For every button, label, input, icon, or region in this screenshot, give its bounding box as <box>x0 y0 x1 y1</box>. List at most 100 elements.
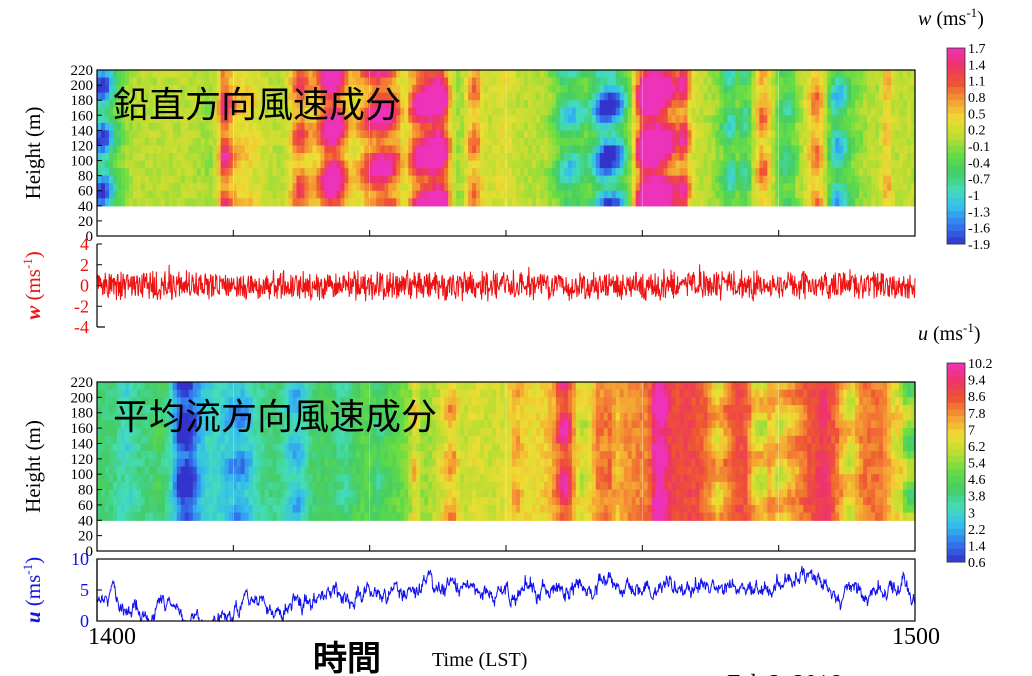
heatmap-cell <box>488 115 493 124</box>
heatmap-cell <box>460 70 465 79</box>
heatmap-cell <box>184 77 190 86</box>
heatmap-cell <box>476 77 481 86</box>
heatmap-cell <box>456 190 461 199</box>
heatmap-cell <box>248 175 254 184</box>
heatmap-cell <box>356 100 361 109</box>
heatmap-cell <box>559 107 565 116</box>
heatmap-cell <box>268 92 274 101</box>
heatmap-cell <box>392 92 397 101</box>
heatmap-cell <box>859 77 864 86</box>
heatmap-cell <box>340 107 345 116</box>
heatmap-cell <box>352 145 357 154</box>
y-tick-label: -4 <box>74 317 89 337</box>
heatmap-cell <box>743 198 749 207</box>
heatmap-cell <box>216 397 222 406</box>
heatmap-cell <box>492 115 497 124</box>
heatmap-cell <box>264 458 270 468</box>
heatmap-cell <box>420 153 425 162</box>
heatmap-cell <box>424 122 429 131</box>
heatmap-cell <box>97 389 102 398</box>
heatmap-cell <box>651 160 657 169</box>
heatmap-cell <box>240 458 246 468</box>
heatmap-cell <box>184 420 190 429</box>
heatmap-cell <box>671 85 677 94</box>
heatmap-cell <box>196 168 202 177</box>
heatmap-cell <box>364 497 369 506</box>
heatmap-cell <box>416 107 421 116</box>
heatmap-cell <box>148 420 154 429</box>
heatmap-cell <box>332 183 338 192</box>
heatmap-cell <box>312 389 318 398</box>
heatmap-cell <box>232 145 238 154</box>
heatmap-cell <box>324 175 330 184</box>
heatmap-cell <box>440 70 445 79</box>
heatmap-cell <box>292 474 298 483</box>
heatmap-cell <box>815 145 820 154</box>
heatmap-cell <box>575 130 581 139</box>
heatmap-cell <box>308 512 314 521</box>
heatmap-cell <box>799 145 804 154</box>
heatmap-cell <box>356 168 361 177</box>
heatmap-cell <box>232 153 238 162</box>
heatmap-cell <box>519 175 525 184</box>
y-tick-label: 220 <box>71 63 94 79</box>
heatmap-cell <box>436 183 441 192</box>
heatmap-cell <box>508 160 513 169</box>
heatmap-cell <box>539 70 545 79</box>
heatmap-cell <box>220 183 226 192</box>
heatmap-cell <box>176 92 182 101</box>
heatmap-cell <box>212 160 218 169</box>
heatmap-cell <box>907 145 912 154</box>
heatmap-cell <box>551 137 557 147</box>
heatmap-cell <box>124 100 130 109</box>
heatmap-cell <box>260 153 266 162</box>
heatmap-cell <box>256 451 262 460</box>
heatmap-cell <box>196 115 202 124</box>
heatmap-cell <box>144 435 150 445</box>
heatmap-cell <box>819 175 824 184</box>
heatmap-cell <box>743 175 749 184</box>
heatmap-cell <box>348 77 353 86</box>
heatmap-cell <box>687 77 693 86</box>
heatmap-cell <box>635 190 641 199</box>
heatmap-cell <box>683 145 689 154</box>
heatmap-cell <box>879 115 884 124</box>
heatmap-cell <box>715 130 721 139</box>
heatmap-cell <box>288 70 294 79</box>
heatmap-cell <box>328 458 334 468</box>
heatmap-cell <box>296 153 302 162</box>
heatmap-cell <box>835 190 840 199</box>
heatmap-cell <box>727 92 733 101</box>
heatmap-cell <box>276 92 282 101</box>
heatmap-cell <box>152 512 158 521</box>
heatmap-cell <box>156 100 162 109</box>
heatmap-cell <box>619 160 625 169</box>
heatmap-cell <box>591 122 597 131</box>
heatmap-cell <box>396 77 401 86</box>
heatmap-cell <box>220 474 226 483</box>
heatmap-cell <box>100 100 106 109</box>
heatmap-cell <box>216 405 222 414</box>
heatmap-cell <box>268 420 274 429</box>
heatmap-cell <box>476 175 481 184</box>
heatmap-cell <box>903 160 908 169</box>
heatmap-cell <box>172 458 178 468</box>
heatmap-cell <box>436 145 441 154</box>
heatmap-cell <box>500 168 505 177</box>
heatmap-cell <box>256 107 262 116</box>
heatmap-cell <box>476 190 481 199</box>
heatmap-cell <box>172 451 178 460</box>
heatmap-cell <box>807 70 812 79</box>
heatmap-cell <box>823 175 828 184</box>
heatmap-cell <box>97 137 102 147</box>
heatmap-cell <box>220 137 226 147</box>
heatmap-cell <box>867 198 872 207</box>
heatmap-cell <box>408 107 413 116</box>
heatmap-cell <box>691 115 697 124</box>
heatmap-cell <box>799 190 804 199</box>
heatmap-cell <box>599 85 605 94</box>
heatmap-cell <box>132 92 138 101</box>
heatmap-cell <box>420 122 425 131</box>
heatmap-cell <box>627 137 633 147</box>
heatmap-cell <box>196 198 202 207</box>
